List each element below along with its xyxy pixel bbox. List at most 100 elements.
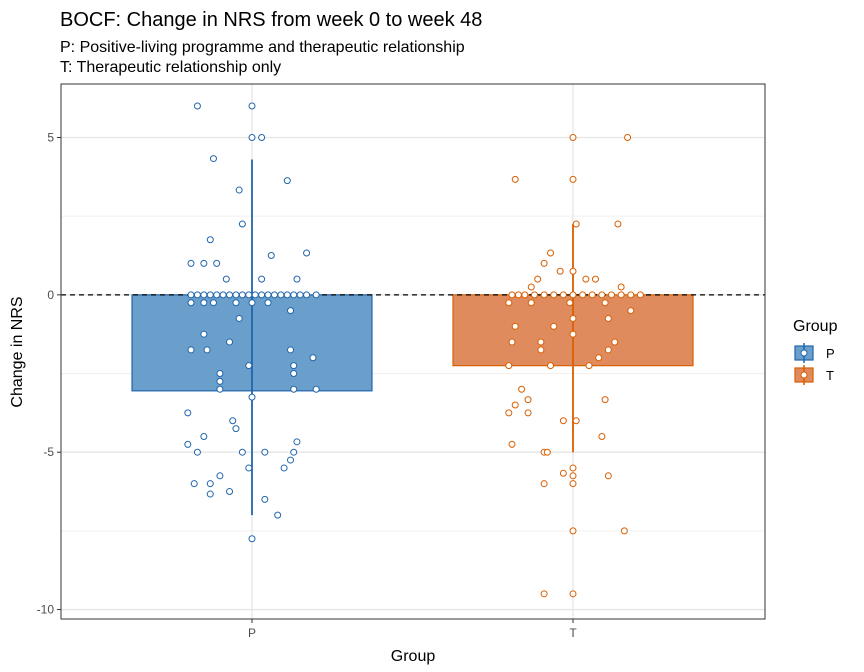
point-T-69 <box>540 590 548 598</box>
y-tick-label-0: -10 <box>37 603 55 617</box>
point-T-12 <box>534 275 542 283</box>
point-T-16 <box>514 291 522 299</box>
point-T-53 <box>505 409 513 417</box>
point-P-65 <box>184 440 192 448</box>
point-P-12 <box>200 259 208 267</box>
point-T-50 <box>524 396 532 404</box>
point-T-38 <box>550 322 558 330</box>
point-T-49 <box>518 385 526 393</box>
point-P-8 <box>206 236 214 244</box>
point-P-33 <box>290 291 298 299</box>
legend-entry-P: P <box>794 343 835 363</box>
legend-entry-T: T <box>794 365 834 385</box>
point-T-24 <box>588 291 596 299</box>
chart-subtitle-line-2: T: Therapeutic relationship only <box>60 59 281 76</box>
point-P-20 <box>206 291 214 299</box>
point-T-29 <box>636 291 644 299</box>
point-P-75 <box>206 480 214 488</box>
point-P-64 <box>293 438 301 446</box>
point-P-27 <box>251 291 259 299</box>
point-T-54 <box>524 409 532 417</box>
point-T-46 <box>505 362 513 370</box>
chart-subtitle-line-1: P: Positive-living programme and therape… <box>60 39 465 56</box>
point-P-28 <box>258 291 266 299</box>
point-T-20 <box>550 291 558 299</box>
point-P-70 <box>287 456 295 464</box>
point-P-44 <box>235 314 243 322</box>
point-P-77 <box>226 488 234 496</box>
legend-key-point-P <box>800 349 808 357</box>
legend: Group PT <box>793 318 838 385</box>
point-P-71 <box>280 464 288 472</box>
point-P-10 <box>303 249 311 257</box>
point-P-67 <box>261 448 269 456</box>
point-P-32 <box>283 291 291 299</box>
point-P-54 <box>216 370 224 378</box>
point-P-41 <box>248 299 256 307</box>
point-T-60 <box>543 448 551 456</box>
point-T-64 <box>604 472 612 480</box>
y-tick-label-2: 0 <box>47 288 54 302</box>
point-P-51 <box>245 362 253 370</box>
point-P-73 <box>216 472 224 480</box>
point-T-65 <box>569 480 577 488</box>
point-P-19 <box>200 291 208 299</box>
x-tick-label-1: T <box>569 626 577 640</box>
point-T-4 <box>614 220 622 228</box>
point-T-6 <box>547 249 555 257</box>
point-P-3 <box>258 134 266 141</box>
point-P-42 <box>264 299 272 307</box>
point-P-23 <box>226 291 234 299</box>
point-T-31 <box>527 299 535 307</box>
y-axis: -10 -5 0 5 <box>37 131 61 617</box>
point-T-3 <box>569 175 577 183</box>
point-P-21 <box>213 291 221 299</box>
point-T-61 <box>569 464 577 472</box>
point-T-33 <box>601 299 609 307</box>
point-T-48 <box>585 362 593 370</box>
point-P-9 <box>267 252 275 260</box>
point-P-78 <box>261 495 269 503</box>
point-T-41 <box>508 338 516 346</box>
point-P-22 <box>219 291 227 299</box>
point-P-2 <box>248 134 256 141</box>
point-T-18 <box>530 291 538 299</box>
point-P-56 <box>216 385 224 393</box>
point-T-66 <box>540 480 548 488</box>
point-P-59 <box>248 393 256 401</box>
point-T-34 <box>627 307 635 315</box>
point-T-9 <box>569 267 577 275</box>
point-T-22 <box>569 291 577 299</box>
y-tick-label-3: 5 <box>47 131 54 145</box>
point-P-45 <box>200 330 208 338</box>
error-bars <box>251 159 574 516</box>
point-P-17 <box>187 291 195 299</box>
point-P-13 <box>213 259 221 267</box>
point-T-52 <box>511 401 519 409</box>
point-T-23 <box>579 291 587 299</box>
data-points <box>184 102 644 598</box>
legend-label-T: T <box>826 368 834 383</box>
point-T-36 <box>604 314 612 322</box>
point-P-31 <box>277 291 285 299</box>
point-T-39 <box>569 330 577 338</box>
point-T-0 <box>569 134 577 141</box>
point-T-63 <box>569 472 577 480</box>
point-P-46 <box>226 338 234 346</box>
point-P-4 <box>209 155 217 163</box>
point-P-15 <box>258 275 266 283</box>
point-P-53 <box>290 370 298 378</box>
point-T-42 <box>611 338 619 346</box>
point-P-18 <box>193 291 201 299</box>
point-P-49 <box>287 346 295 354</box>
point-T-70 <box>569 590 577 598</box>
point-P-11 <box>187 259 195 267</box>
point-T-27 <box>617 291 625 299</box>
point-P-25 <box>238 291 246 299</box>
point-P-6 <box>235 186 243 194</box>
point-P-79 <box>274 511 282 519</box>
point-T-28 <box>627 291 635 299</box>
point-T-45 <box>595 354 603 362</box>
point-P-62 <box>232 425 240 433</box>
